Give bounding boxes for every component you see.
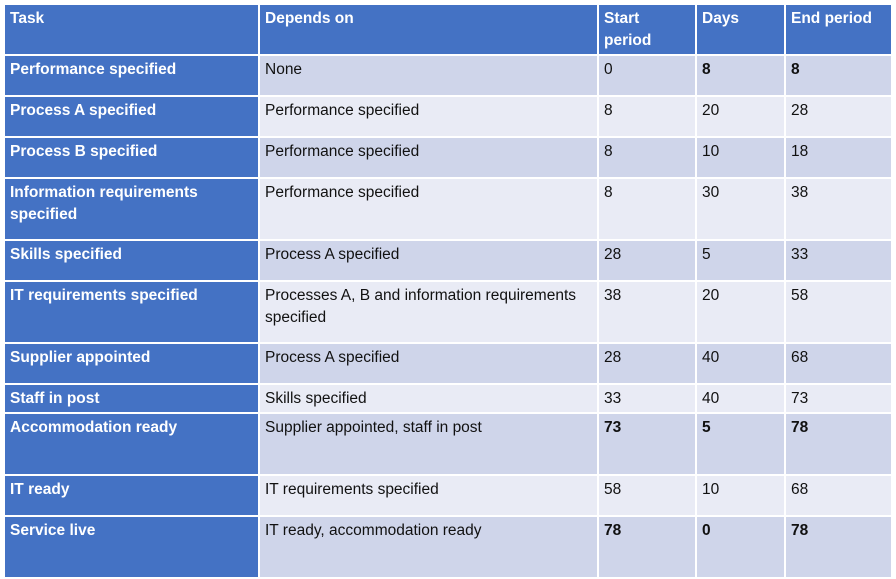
- start-period-cell: 58: [599, 476, 695, 515]
- days-cell: 20: [697, 282, 784, 342]
- depends-on-cell: Skills specified: [260, 385, 597, 412]
- days-cell: 20: [697, 97, 784, 136]
- end-period-cell: 58: [786, 282, 891, 342]
- task-cell: Process A specified: [5, 97, 258, 136]
- end-period-cell: 18: [786, 138, 891, 177]
- end-period-cell: 8: [786, 56, 891, 95]
- depends-on-cell: Performance specified: [260, 138, 597, 177]
- header-start-period: Start period: [599, 5, 695, 54]
- table-row: Skills specified Process A specified 28 …: [5, 241, 891, 280]
- depends-on-cell: Performance specified: [260, 179, 597, 239]
- header-end-period: End period: [786, 5, 891, 54]
- end-period-cell: 28: [786, 97, 891, 136]
- task-cell: Skills specified: [5, 241, 258, 280]
- table-row: IT requirements specified Processes A, B…: [5, 282, 891, 342]
- start-period-cell: 73: [599, 414, 695, 474]
- days-cell: 0: [697, 517, 784, 577]
- end-period-cell: 33: [786, 241, 891, 280]
- depends-on-cell: IT ready, accommodation ready: [260, 517, 597, 577]
- header-depends-on: Depends on: [260, 5, 597, 54]
- depends-on-cell: Process A specified: [260, 241, 597, 280]
- task-cell: Accommodation ready: [5, 414, 258, 474]
- start-period-cell: 0: [599, 56, 695, 95]
- start-period-cell: 38: [599, 282, 695, 342]
- days-cell: 40: [697, 385, 784, 412]
- days-cell: 8: [697, 56, 784, 95]
- header-days: Days: [697, 5, 784, 54]
- depends-on-cell: Process A specified: [260, 344, 597, 383]
- task-cell: Performance specified: [5, 56, 258, 95]
- table-row: Service live IT ready, accommodation rea…: [5, 517, 891, 577]
- start-period-cell: 8: [599, 97, 695, 136]
- depends-on-cell: Performance specified: [260, 97, 597, 136]
- depends-on-cell: Processes A, B and information requireme…: [260, 282, 597, 342]
- end-period-cell: 68: [786, 344, 891, 383]
- table-row: Information requirements specified Perfo…: [5, 179, 891, 239]
- depends-on-cell: Supplier appointed, staff in post: [260, 414, 597, 474]
- task-cell: IT requirements specified: [5, 282, 258, 342]
- start-period-cell: 33: [599, 385, 695, 412]
- days-cell: 5: [697, 241, 784, 280]
- task-dependency-table: Task Depends on Start period Days End pe…: [3, 3, 893, 579]
- header-task: Task: [5, 5, 258, 54]
- start-period-cell: 8: [599, 179, 695, 239]
- task-cell: Information requirements specified: [5, 179, 258, 239]
- table-row: Process A specified Performance specifie…: [5, 97, 891, 136]
- end-period-cell: 38: [786, 179, 891, 239]
- header-row: Task Depends on Start period Days End pe…: [5, 5, 891, 54]
- depends-on-cell: None: [260, 56, 597, 95]
- table-row: Accommodation ready Supplier appointed, …: [5, 414, 891, 474]
- end-period-cell: 78: [786, 517, 891, 577]
- table-row: Staff in post Skills specified 33 40 73: [5, 385, 891, 412]
- days-cell: 10: [697, 476, 784, 515]
- end-period-cell: 73: [786, 385, 891, 412]
- task-dependency-table-container: Task Depends on Start period Days End pe…: [3, 3, 893, 579]
- task-cell: Supplier appointed: [5, 344, 258, 383]
- task-cell: Process B specified: [5, 138, 258, 177]
- task-cell: Staff in post: [5, 385, 258, 412]
- start-period-cell: 28: [599, 241, 695, 280]
- days-cell: 5: [697, 414, 784, 474]
- depends-on-cell: IT requirements specified: [260, 476, 597, 515]
- end-period-cell: 78: [786, 414, 891, 474]
- table-row: Supplier appointed Process A specified 2…: [5, 344, 891, 383]
- task-cell: Service live: [5, 517, 258, 577]
- start-period-cell: 28: [599, 344, 695, 383]
- end-period-cell: 68: [786, 476, 891, 515]
- table-row: Process B specified Performance specifie…: [5, 138, 891, 177]
- days-cell: 10: [697, 138, 784, 177]
- task-cell: IT ready: [5, 476, 258, 515]
- days-cell: 30: [697, 179, 784, 239]
- start-period-cell: 78: [599, 517, 695, 577]
- days-cell: 40: [697, 344, 784, 383]
- start-period-cell: 8: [599, 138, 695, 177]
- table-row: Performance specified None 0 8 8: [5, 56, 891, 95]
- table-row: IT ready IT requirements specified 58 10…: [5, 476, 891, 515]
